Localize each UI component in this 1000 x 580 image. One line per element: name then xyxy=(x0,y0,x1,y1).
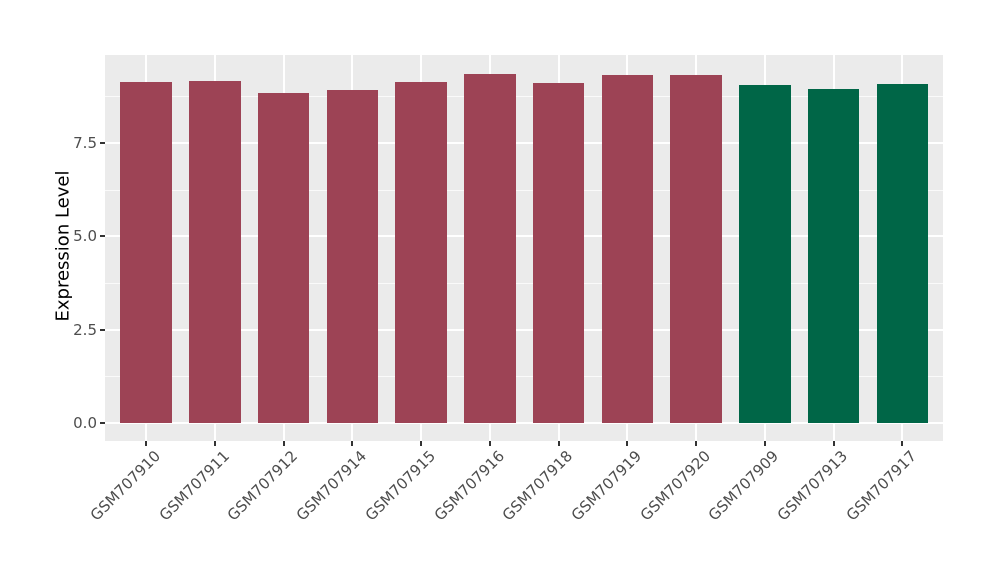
x-tick-label-GSM707916: GSM707916 xyxy=(430,447,508,525)
y-tick-mark xyxy=(100,142,105,145)
x-tick-label-GSM707914: GSM707914 xyxy=(292,447,371,525)
bar-GSM707912 xyxy=(257,93,310,423)
y-tick-label: 7.5 xyxy=(73,134,97,153)
major-gridline xyxy=(105,422,943,424)
x-tick-label-GSM707911: GSM707911 xyxy=(155,447,233,525)
minor-gridline xyxy=(105,283,943,284)
bar-GSM707914 xyxy=(326,90,379,423)
bar-GSM707911 xyxy=(189,80,241,423)
major-gridline xyxy=(105,328,943,331)
x-tick-label-GSM707910: GSM707910 xyxy=(86,447,164,525)
x-tick-mark xyxy=(695,441,698,446)
bar-GSM707913 xyxy=(807,88,860,423)
x-tick-label-GSM707917: GSM707917 xyxy=(842,447,921,525)
x-tick-mark xyxy=(488,441,491,446)
y-tick-label: 5.0 xyxy=(73,227,97,246)
x-tick-label-GSM707912: GSM707912 xyxy=(224,447,302,525)
y-tick-label: 0.0 xyxy=(73,414,97,432)
x-tick-mark xyxy=(832,441,835,446)
x-tick-mark xyxy=(626,441,629,446)
x-tick-label-GSM707909: GSM707909 xyxy=(705,447,783,525)
y-axis-title: Expression Level xyxy=(52,170,74,322)
bar-GSM707920 xyxy=(670,75,722,423)
y-tick-mark xyxy=(100,235,105,238)
x-tick-mark xyxy=(420,441,423,446)
bar-GSM707915 xyxy=(395,82,447,423)
x-tick-label-GSM707913: GSM707913 xyxy=(773,447,852,525)
x-tick-mark xyxy=(763,441,766,446)
x-tick-mark xyxy=(145,441,148,446)
x-tick-mark xyxy=(557,441,560,446)
y-tick-mark xyxy=(100,328,105,331)
bar-GSM707916 xyxy=(464,73,516,423)
bar-GSM707910 xyxy=(120,82,172,423)
x-tick-label-GSM707919: GSM707919 xyxy=(567,447,646,525)
y-tick-label: 2.5 xyxy=(73,320,97,339)
x-tick-mark xyxy=(901,441,904,446)
x-tick-mark xyxy=(213,441,216,446)
minor-gridline xyxy=(105,376,943,378)
x-tick-mark xyxy=(351,441,354,446)
bar-GSM707909 xyxy=(739,85,791,423)
x-tick-label-GSM707915: GSM707915 xyxy=(361,447,439,525)
x-tick-label-GSM707918: GSM707918 xyxy=(499,447,577,525)
bar-GSM707919 xyxy=(601,75,654,423)
x-tick-label-GSM707920: GSM707920 xyxy=(636,447,714,525)
y-tick-mark xyxy=(100,422,105,424)
x-tick-mark xyxy=(282,441,285,446)
bar-GSM707917 xyxy=(876,84,929,423)
minor-gridline xyxy=(105,189,943,191)
plot-panel xyxy=(105,55,943,441)
major-gridline xyxy=(105,235,943,238)
minor-gridline xyxy=(105,96,943,98)
major-gridline xyxy=(105,142,943,145)
bar-GSM707918 xyxy=(532,82,585,423)
